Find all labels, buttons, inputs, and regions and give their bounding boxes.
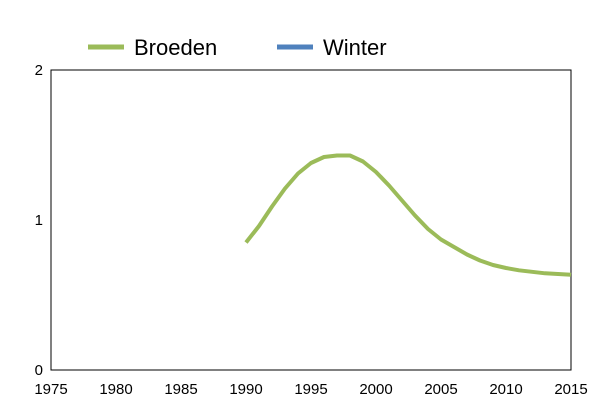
y-axis: 0 1 2	[35, 62, 43, 379]
x-axis: 1975 1980 1985 1990 1995 2000 2005 2010 2015	[34, 381, 587, 398]
legend-label: Broeden	[134, 35, 217, 60]
x-tick-label: 1975	[34, 381, 67, 398]
series-line-broeden	[244, 153, 572, 277]
x-tick-label: 2000	[359, 381, 392, 398]
series-layer	[244, 153, 572, 277]
legend-label: Winter	[323, 35, 387, 60]
x-tick-label: 1985	[164, 381, 197, 398]
x-tick-label: 2005	[424, 381, 457, 398]
y-tick-label: 0	[35, 362, 43, 379]
x-tick-label: 2010	[489, 381, 522, 398]
x-tick-label: 2015	[554, 381, 587, 398]
y-tick-label: 2	[35, 62, 43, 79]
legend-item-winter: Winter	[277, 35, 387, 60]
x-tick-label: 1990	[229, 381, 262, 398]
legend: Broeden Winter	[88, 35, 387, 60]
plot-area	[50, 69, 572, 371]
x-tick-label: 1995	[294, 381, 327, 398]
y-tick-label: 1	[35, 212, 43, 229]
plot-frame	[50, 69, 572, 371]
legend-item-broeden: Broeden	[88, 35, 217, 60]
x-tick-label: 1980	[99, 381, 132, 398]
